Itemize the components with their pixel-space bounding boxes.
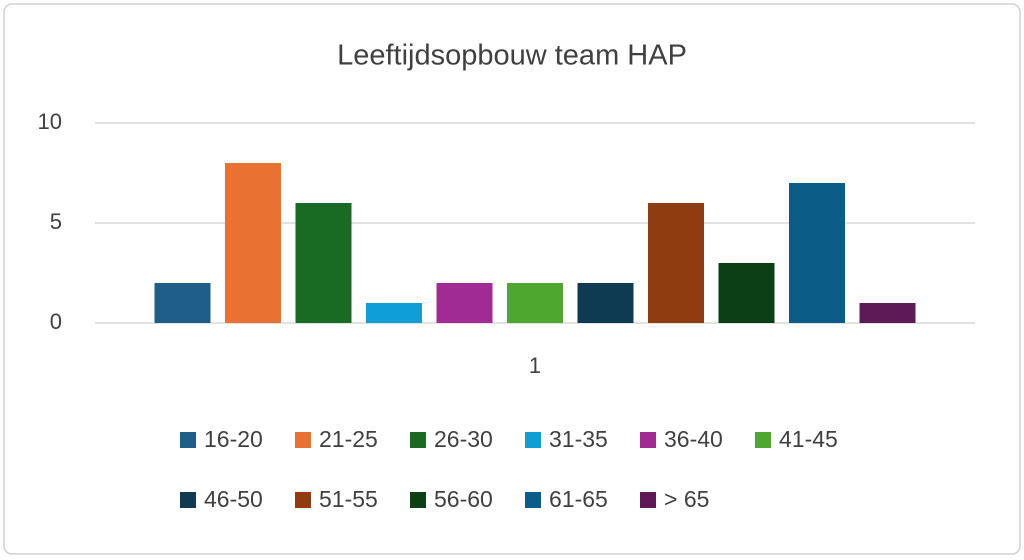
legend-swatch [180,492,196,508]
legend-label: 36-40 [664,426,723,452]
bar [225,163,281,323]
chart-frame [3,3,1021,555]
legend-label: 61-65 [549,486,608,512]
legend-label: 26-30 [434,426,493,452]
legend-swatch [180,432,196,448]
bar [154,283,211,323]
bar [295,203,352,323]
bar [436,283,493,323]
bar [366,303,422,323]
bar [507,283,563,323]
legend-label: 41-45 [779,426,838,452]
legend-swatch [295,432,311,448]
legend-label: 51-55 [319,486,378,512]
bar [648,203,704,323]
legend-swatch [410,492,426,508]
x-tick-label: 1 [529,353,541,378]
y-tick-label: 10 [38,109,62,134]
legend-swatch [525,432,541,448]
bar [577,283,634,323]
legend-label: > 65 [664,486,709,512]
bar [859,303,916,323]
legend-label: 46-50 [204,486,263,512]
legend-label: 31-35 [549,426,608,452]
legend-swatch [295,492,311,508]
legend-swatch [640,432,656,448]
bar [718,263,775,323]
legend-swatch [755,432,771,448]
bar [789,183,845,323]
legend-label: 16-20 [204,426,263,452]
legend-label: 56-60 [434,486,493,512]
y-tick-label: 0 [50,309,62,334]
y-tick-label: 5 [50,209,62,234]
legend-label: 21-25 [319,426,378,452]
legend-swatch [525,492,541,508]
chart-title: Leeftijdsopbouw team HAP [337,40,687,72]
legend-swatch [410,432,426,448]
legend-swatch [640,492,656,508]
